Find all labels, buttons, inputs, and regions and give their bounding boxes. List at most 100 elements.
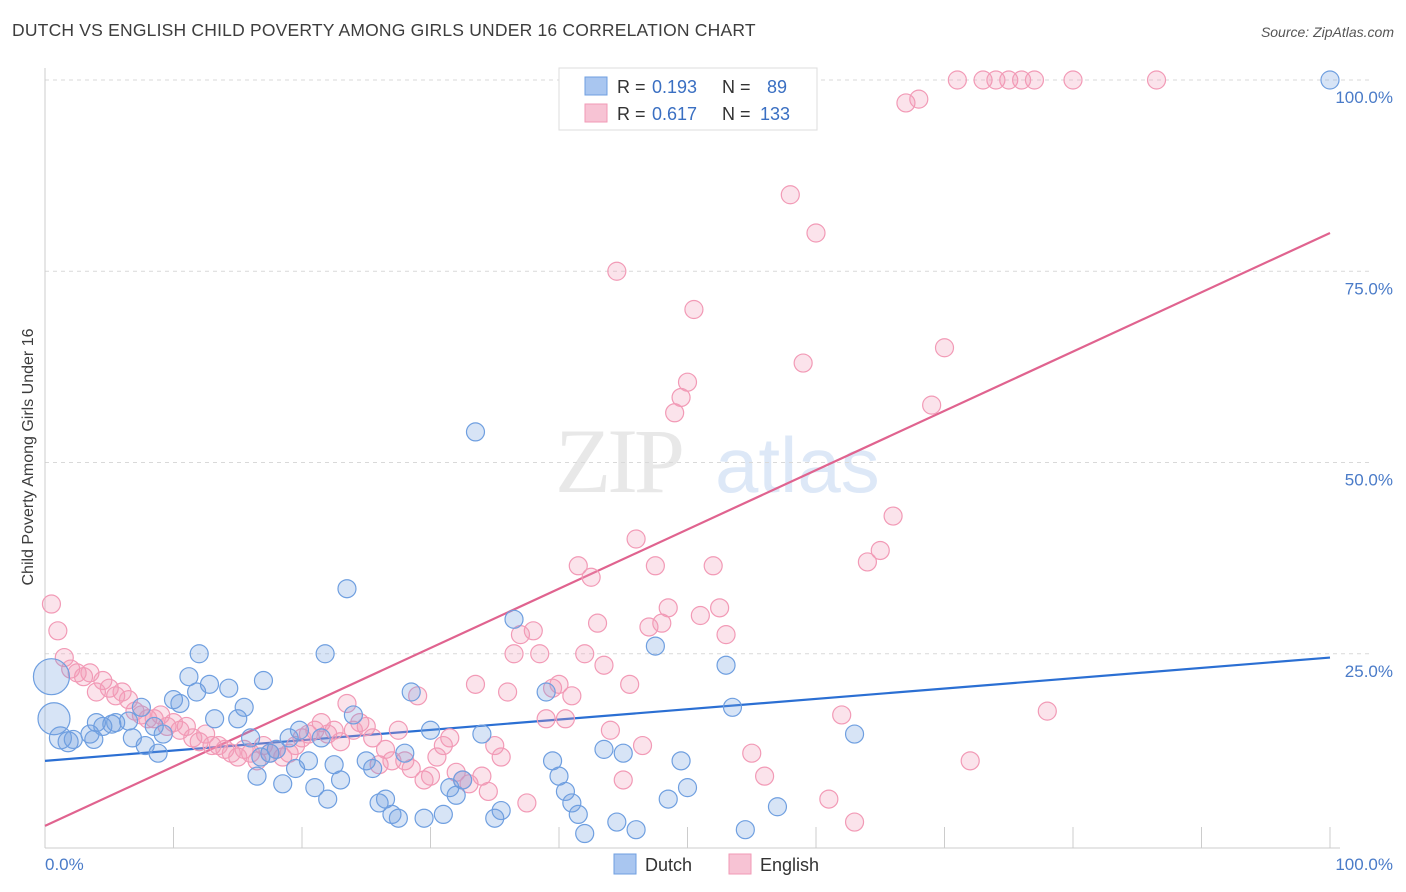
dutch-point (401, 682, 421, 702)
dutch-point (485, 808, 505, 828)
english-point (703, 556, 723, 576)
english-point (86, 682, 107, 702)
tick-labels: 25.0% 50.0% 75.0% 100.0% 0.0% 100.0% (45, 88, 1393, 874)
english-point (934, 338, 955, 358)
english-point (176, 716, 196, 737)
dutch-point (716, 655, 736, 675)
bottom-legend-swatch-dutch (613, 853, 637, 875)
english-point (337, 693, 357, 714)
data-points (32, 70, 1340, 844)
english-point (420, 766, 441, 786)
dutch-point (305, 778, 325, 798)
english-point (478, 781, 498, 802)
english-point (555, 709, 576, 729)
english-point (710, 598, 730, 618)
dutch-point (613, 743, 633, 763)
english-point (202, 735, 222, 756)
dutch-point (205, 709, 225, 729)
x-tick-label: 100.0% (1335, 855, 1393, 874)
svg-text:ZIP: ZIP (555, 410, 682, 512)
dutch-point (148, 743, 168, 763)
english-point (523, 621, 543, 641)
dutch-point (318, 789, 338, 809)
dutch-point (555, 781, 576, 802)
english-point (677, 372, 698, 392)
dutch-point (677, 778, 698, 798)
english-point (54, 647, 74, 668)
dutch-point (170, 693, 190, 714)
english-point (375, 739, 396, 759)
dutch-point (844, 724, 865, 744)
english-point (562, 686, 582, 706)
english-point (530, 644, 550, 664)
english-point (684, 299, 704, 320)
dutch-point (626, 820, 646, 840)
dutch-point (414, 808, 434, 828)
english-point (607, 261, 627, 281)
dutch-point (594, 739, 614, 759)
legend-swatch-english (584, 103, 608, 123)
english-point (1146, 70, 1167, 90)
english-point (645, 556, 665, 576)
dutch-point (234, 697, 254, 717)
dutch-point (247, 766, 267, 786)
english-point (395, 751, 415, 771)
dutch-point (671, 751, 691, 771)
legend-dutch-n-label: N = (722, 77, 751, 97)
english-point (844, 812, 865, 832)
dutch-point (289, 720, 310, 740)
dutch-point (658, 789, 678, 809)
legend-english-n-label: N = (722, 104, 751, 124)
dutch-point (453, 770, 473, 790)
dutch-point (219, 678, 239, 698)
english-point (485, 735, 505, 756)
bottom-legend: Dutch English (613, 853, 819, 875)
english-point (196, 724, 216, 744)
english-point (626, 529, 646, 549)
english-point (658, 598, 678, 618)
english-point (305, 720, 325, 740)
english-point (806, 223, 826, 243)
english-point (613, 770, 633, 790)
dutch-point (465, 422, 486, 442)
dutch-point (279, 728, 299, 748)
dutch-point (298, 751, 319, 771)
dutch-point (433, 804, 453, 825)
dutch-point (395, 743, 415, 763)
english-point (440, 728, 460, 748)
english-point (498, 682, 518, 702)
english-point (575, 644, 595, 664)
dutch-point (253, 670, 274, 691)
dutch-point (363, 758, 383, 779)
english-point (388, 720, 408, 740)
trend-lines (44, 232, 1331, 827)
english-point (793, 353, 813, 373)
english-point (716, 625, 736, 645)
english-point (587, 613, 608, 633)
dutch-point (330, 770, 351, 790)
dutch-point (266, 739, 286, 759)
english-trend-line (44, 232, 1331, 827)
dutch-point (131, 697, 151, 717)
english-point (690, 605, 710, 626)
dutch-point (343, 705, 363, 725)
english-point (433, 735, 453, 756)
english-point (48, 621, 68, 641)
english-point (99, 678, 119, 698)
dutch-point (1320, 70, 1340, 90)
legend-english-r-value: 0.617 (652, 104, 697, 124)
dutch-point (568, 804, 588, 825)
dutch-point (32, 658, 71, 696)
dutch-point (491, 800, 511, 821)
english-point (947, 70, 967, 90)
dutch-point (536, 682, 556, 702)
english-point (754, 766, 775, 786)
dutch-point (118, 711, 139, 731)
english-point (491, 747, 511, 767)
english-point (41, 594, 62, 614)
english-point (780, 185, 800, 205)
dutch-point (153, 724, 173, 744)
english-point (1063, 70, 1083, 90)
dutch-point (84, 729, 104, 750)
english-point (330, 732, 351, 752)
